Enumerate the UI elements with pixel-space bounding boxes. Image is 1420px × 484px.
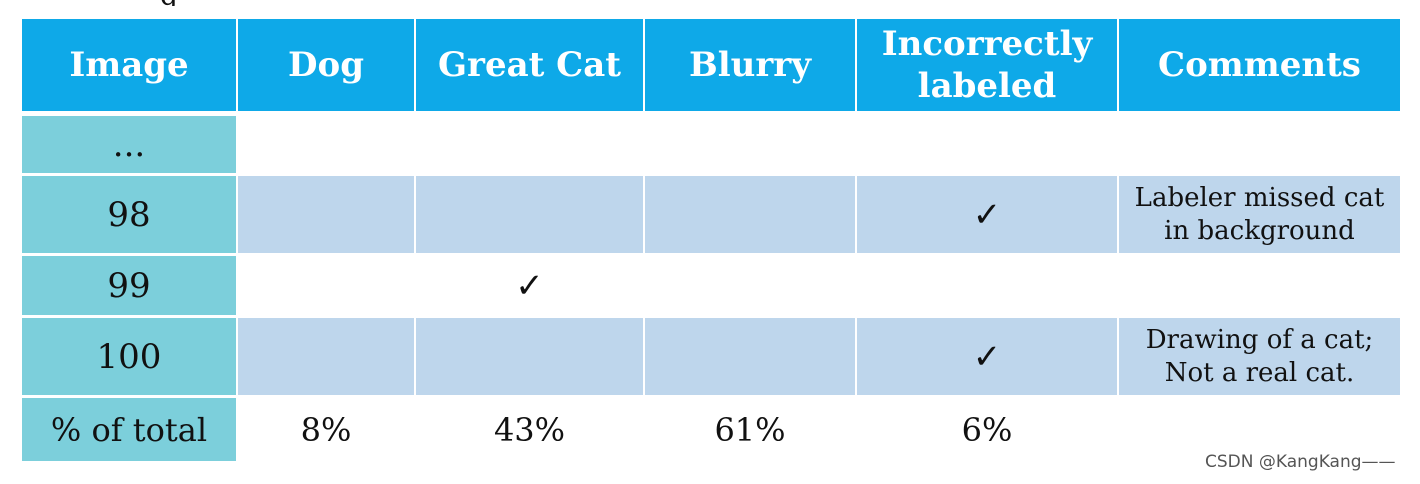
- table-cell: [857, 256, 1119, 318]
- row-label-ellipsis: ...: [22, 116, 238, 176]
- checkmark-icon: ✓: [857, 176, 1119, 256]
- total-comments: [1119, 398, 1400, 461]
- table-cell: [645, 116, 857, 176]
- comment-100: Drawing of a cat; Not a real cat.: [1119, 318, 1400, 398]
- header-comments: Comments: [1119, 19, 1400, 116]
- row-label-percent-total: % of total: [22, 398, 238, 461]
- table-cell: [238, 176, 416, 256]
- checkmark-icon: ✓: [857, 318, 1119, 398]
- cropped-title-fragment: g: [160, 0, 220, 6]
- table-cell: [645, 256, 857, 318]
- table-cell: [238, 116, 416, 176]
- table-cell: [1119, 256, 1400, 318]
- header-dog: Dog: [238, 19, 416, 116]
- table-cell: [1119, 116, 1400, 176]
- table-cell: [238, 318, 416, 398]
- total-dog: 8%: [238, 398, 416, 461]
- total-incorrectly-labeled: 6%: [857, 398, 1119, 461]
- watermark-text: CSDN @KangKang——: [1205, 452, 1396, 472]
- table-cell: [416, 176, 645, 256]
- header-great-cat: Great Cat: [416, 19, 645, 116]
- table-cell: [857, 116, 1119, 176]
- table-cell: [238, 256, 416, 318]
- table-cell: [416, 116, 645, 176]
- error-analysis-table: Image Dog Great Cat Blurry Incorrectly l…: [22, 19, 1400, 473]
- table-cell: [416, 318, 645, 398]
- checkmark-icon: ✓: [416, 256, 645, 318]
- table-cell: [645, 176, 857, 256]
- row-label-99: 99: [22, 256, 238, 318]
- header-incorrectly-labeled: Incorrectly labeled: [857, 19, 1119, 116]
- row-label-98: 98: [22, 176, 238, 256]
- header-blurry: Blurry: [645, 19, 857, 116]
- comment-98: Labeler missed cat in background: [1119, 176, 1400, 256]
- total-blurry: 61%: [645, 398, 857, 461]
- row-label-100: 100: [22, 318, 238, 398]
- table-cell: [645, 318, 857, 398]
- header-image: Image: [22, 19, 238, 116]
- total-great-cat: 43%: [416, 398, 645, 461]
